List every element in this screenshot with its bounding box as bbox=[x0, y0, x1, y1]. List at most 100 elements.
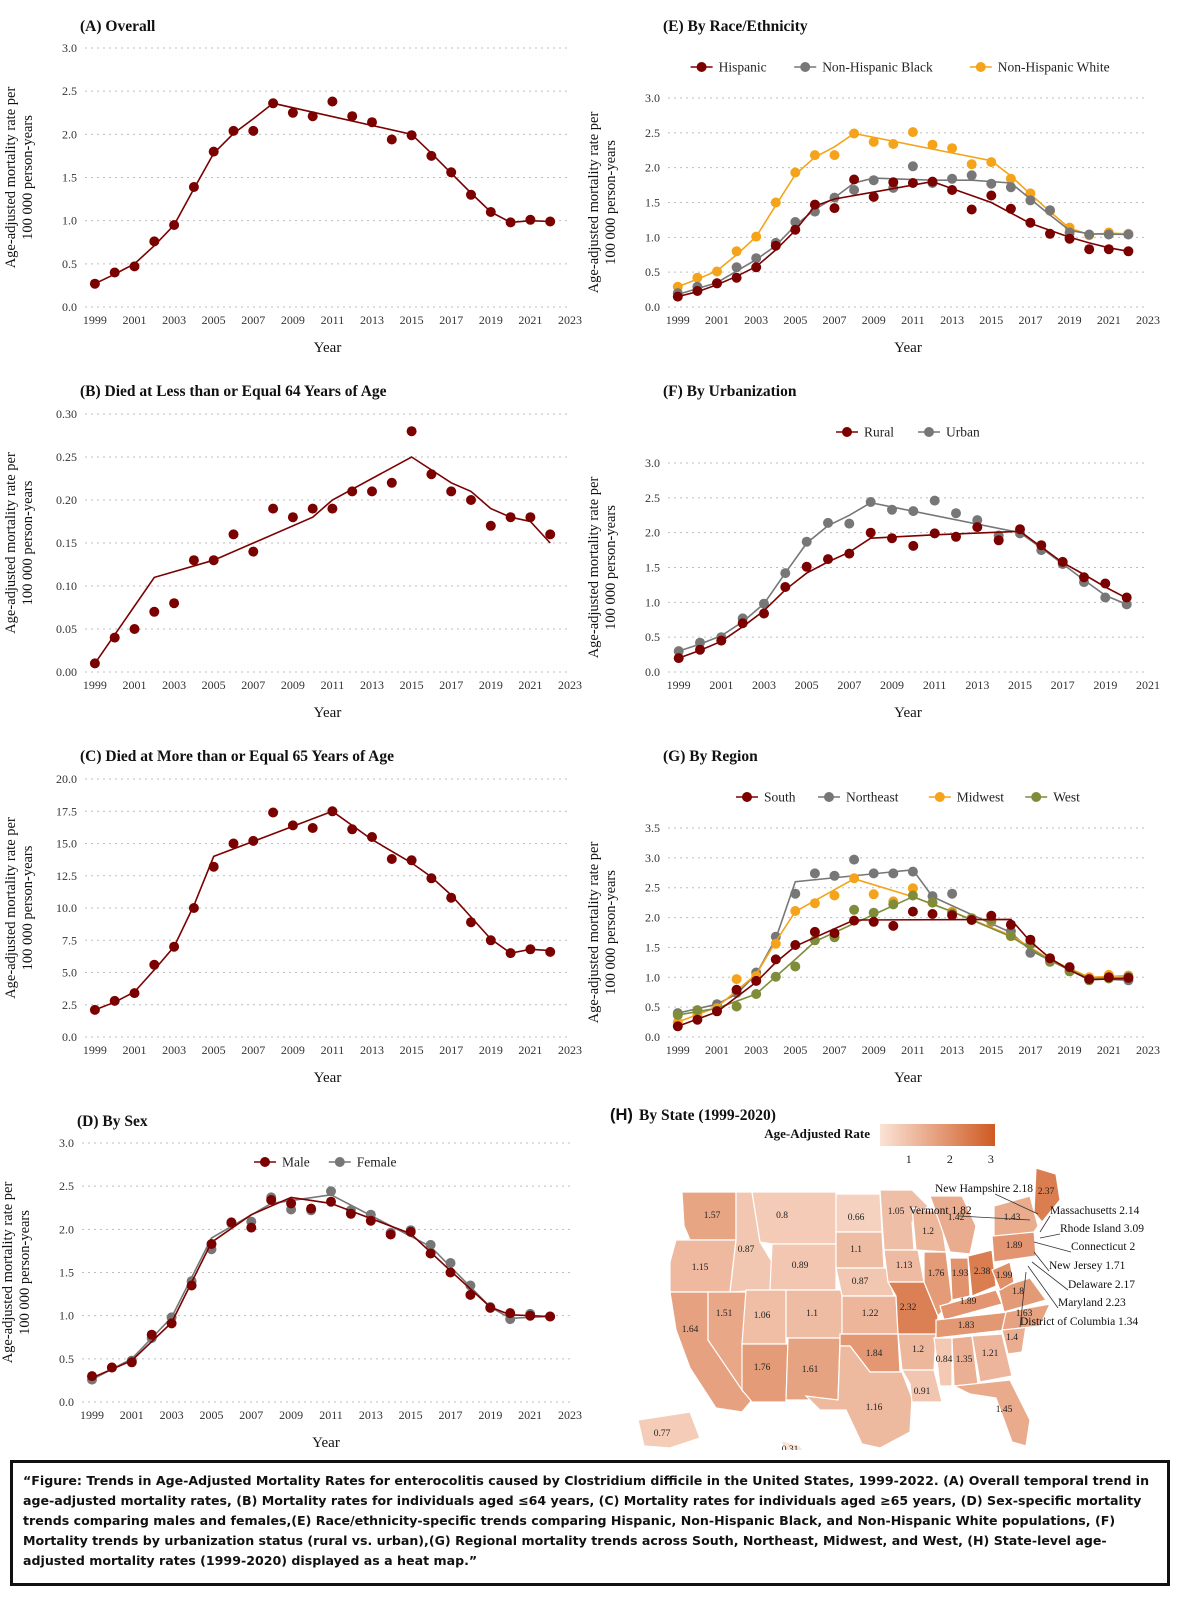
y-tick-label: 2.0 bbox=[645, 526, 660, 540]
state-value-label: 1.84 bbox=[866, 1349, 883, 1359]
data-point bbox=[829, 203, 840, 214]
data-point bbox=[712, 266, 722, 277]
legend-key-dot bbox=[742, 792, 752, 802]
y-tick-label: 12.5 bbox=[56, 869, 77, 883]
x-tick-label: 2001 bbox=[120, 1408, 144, 1422]
callout-leader bbox=[994, 1193, 1039, 1215]
data-point bbox=[868, 191, 879, 202]
series-male bbox=[87, 1195, 556, 1382]
x-tick-label: 1999 bbox=[80, 1408, 104, 1422]
x-tick-label: 2005 bbox=[795, 678, 819, 692]
x-axis-label: Year bbox=[894, 705, 922, 721]
x-tick-label: 2001 bbox=[122, 313, 146, 327]
state-value-label: 1.64 bbox=[682, 1325, 699, 1335]
y-tick-label: 2.5 bbox=[62, 84, 77, 98]
x-tick-label: 2015 bbox=[400, 678, 424, 692]
y-tick-label: 17.5 bbox=[56, 804, 77, 818]
data-point bbox=[1025, 195, 1036, 206]
data-point bbox=[89, 278, 100, 289]
data-point bbox=[169, 220, 180, 230]
callout-leader bbox=[1033, 1251, 1050, 1272]
x-tick-label: 2013 bbox=[965, 678, 989, 692]
state-me bbox=[1033, 1167, 1061, 1223]
data-point bbox=[908, 506, 919, 517]
data-point bbox=[751, 231, 762, 242]
data-point bbox=[673, 646, 684, 657]
y-axis-label: Age-adjusted mortality rate per100 000 p… bbox=[586, 112, 619, 294]
data-point bbox=[327, 96, 338, 107]
data-point bbox=[829, 928, 840, 939]
legend-label: Urban bbox=[946, 425, 980, 440]
callout-label: Delaware 2.17 bbox=[1068, 1279, 1135, 1291]
y-tick-label: 1.0 bbox=[59, 1309, 74, 1323]
data-point bbox=[485, 207, 496, 217]
y-tick-label: 3.0 bbox=[645, 91, 660, 105]
legend-label: Non-Hispanic White bbox=[998, 60, 1110, 75]
panel-title: (G) By Region bbox=[663, 748, 758, 765]
y-axis-label: Age-adjusted mortality rate per100 000 p… bbox=[0, 1182, 33, 1364]
data-point bbox=[809, 199, 820, 210]
y-axis-label-line1: Age-adjusted mortality rate per bbox=[0, 1182, 16, 1364]
x-tick-label: 2007 bbox=[823, 1043, 847, 1057]
legend-key-dot bbox=[800, 62, 811, 72]
data-point bbox=[1015, 524, 1025, 535]
trend-line bbox=[678, 501, 1128, 652]
data-point bbox=[129, 261, 140, 272]
state-value-label: 0.84 bbox=[936, 1355, 953, 1365]
legend: South Northeast Midwest West bbox=[736, 790, 1080, 805]
trend-line bbox=[91, 1193, 551, 1381]
data-point bbox=[505, 512, 516, 523]
x-tick-label: 2021 bbox=[518, 678, 542, 692]
data-point bbox=[149, 236, 160, 247]
legend-key-dot bbox=[975, 62, 986, 72]
series-midwest bbox=[672, 873, 1134, 1028]
data-point bbox=[1064, 962, 1075, 973]
data-point bbox=[367, 832, 377, 842]
data-point bbox=[849, 174, 860, 185]
y-tick-label: 0.0 bbox=[645, 300, 660, 314]
series-rural bbox=[673, 522, 1132, 664]
x-axis-label: Year bbox=[312, 1435, 340, 1450]
series-south bbox=[672, 906, 1134, 1032]
data-point bbox=[823, 517, 833, 528]
data-point bbox=[1005, 919, 1016, 930]
y-tick-label: 0.25 bbox=[56, 450, 77, 464]
y-tick-label: 0.5 bbox=[645, 1000, 660, 1014]
data-point bbox=[149, 959, 160, 970]
data-point bbox=[445, 1267, 456, 1278]
data-point bbox=[770, 240, 781, 251]
callout-leader bbox=[1027, 1265, 1059, 1309]
data-point bbox=[465, 1280, 476, 1291]
data-point bbox=[770, 931, 781, 942]
data-point bbox=[673, 653, 684, 664]
x-tick-label: 2005 bbox=[783, 1043, 807, 1057]
figure: (A) Overall 0.0 0.5 1.0 1.5 2.0 2.5 3.0 1999 2001… bbox=[0, 18, 1160, 1450]
series-urban bbox=[673, 495, 1132, 657]
y-tick-label: 2.5 bbox=[62, 998, 77, 1012]
data-point bbox=[89, 1004, 100, 1015]
y-tick-label: 2.5 bbox=[645, 491, 660, 505]
data-point bbox=[986, 157, 997, 168]
data-point bbox=[166, 1318, 177, 1329]
panel-title: (F) By Urbanization bbox=[663, 383, 797, 400]
x-tick-label: 2011 bbox=[321, 313, 345, 327]
data-point bbox=[1057, 556, 1068, 567]
data-point bbox=[327, 806, 338, 817]
x-tick-label: 2011 bbox=[321, 1043, 345, 1057]
y-axis-label: Age-adjusted mortality rate per100 000 p… bbox=[3, 817, 36, 999]
y-tick-label: 1.5 bbox=[645, 940, 660, 954]
legend-label: Female bbox=[357, 1155, 397, 1170]
data-point bbox=[865, 497, 876, 507]
data-point bbox=[347, 486, 358, 497]
callout-leader bbox=[1031, 1261, 1069, 1291]
x-tick-label: 2013 bbox=[360, 313, 384, 327]
data-point bbox=[1084, 974, 1095, 985]
data-point bbox=[307, 823, 318, 833]
x-tick-label: 2023 bbox=[1136, 1043, 1160, 1057]
x-tick-label: 1999 bbox=[667, 678, 691, 692]
data-point bbox=[169, 598, 180, 609]
data-point bbox=[248, 546, 259, 557]
data-point bbox=[545, 1311, 556, 1322]
data-point bbox=[1100, 592, 1111, 603]
x-tick-label: 2009 bbox=[862, 313, 886, 327]
